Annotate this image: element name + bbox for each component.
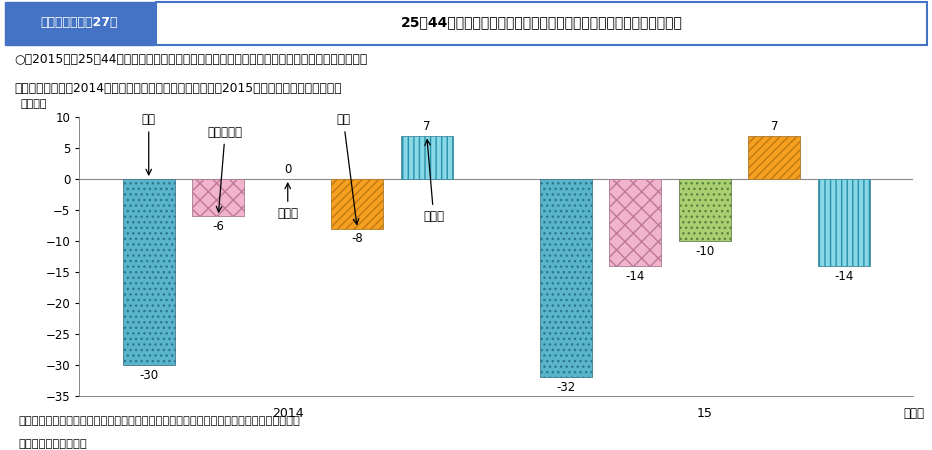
Text: 就業者: 就業者 (277, 183, 298, 220)
Text: （注）　値は前年差。: （注） 値は前年差。 (19, 439, 88, 449)
Bar (540, 179, 592, 378)
Text: -14: -14 (625, 270, 645, 283)
Bar (817, 179, 870, 266)
Bar (401, 135, 453, 179)
Bar (748, 135, 801, 179)
Bar (123, 179, 175, 365)
Bar (610, 179, 662, 266)
Text: 0: 0 (284, 163, 292, 176)
Bar (678, 179, 731, 241)
Text: 正規: 正規 (336, 113, 359, 225)
Text: 7: 7 (423, 120, 431, 132)
Text: 25～44歳の女性　人口・労働力人口・就業者数・雇用者数（前年差）: 25～44歳の女性 人口・労働力人口・就業者数・雇用者数（前年差） (401, 16, 682, 30)
Bar (5, 2, 154, 45)
Text: （年）: （年） (903, 407, 924, 420)
Text: ○　2015年の25～44歳の女性の動きをみると、人口減少に伴い、労働力人口、就業者数は減少し: ○ 2015年の25～44歳の女性の動きをみると、人口減少に伴い、労働力人口、就… (14, 53, 367, 66)
Text: 人口: 人口 (142, 113, 156, 175)
Text: -32: -32 (556, 381, 575, 394)
Text: 2014: 2014 (272, 407, 304, 420)
Text: ているものの、2014年には減少した正規雇用労働者が、2015年には増加に転じている。: ているものの、2014年には減少した正規雇用労働者が、2015年には増加に転じて… (14, 82, 341, 95)
Bar (156, 2, 927, 45)
Text: -6: -6 (212, 220, 225, 233)
Text: 非正規: 非正規 (423, 140, 445, 223)
Bar (331, 179, 383, 229)
Text: -14: -14 (834, 270, 854, 283)
Bar (817, 179, 870, 266)
Bar (123, 179, 175, 365)
Text: 第１－（２）－27図: 第１－（２）－27図 (40, 16, 118, 29)
Text: 資料出所　総務省統計局「労働力調査」をもとに厚生労働省労働政策担当参事官室にて作成: 資料出所 総務省統計局「労働力調査」をもとに厚生労働省労働政策担当参事官室にて作… (19, 416, 300, 426)
Text: （万人）: （万人） (21, 99, 48, 108)
Text: -30: -30 (139, 369, 158, 382)
Text: 労働力人口: 労働力人口 (208, 126, 242, 212)
Bar (540, 179, 592, 378)
Bar (401, 135, 453, 179)
Text: 15: 15 (697, 407, 713, 420)
Bar (331, 179, 383, 229)
Bar (192, 179, 244, 216)
Bar (610, 179, 662, 266)
Text: -10: -10 (695, 245, 715, 258)
Text: -8: -8 (351, 232, 363, 245)
Bar (678, 179, 731, 241)
Bar (192, 179, 244, 216)
Bar (748, 135, 801, 179)
Text: 7: 7 (771, 120, 778, 132)
